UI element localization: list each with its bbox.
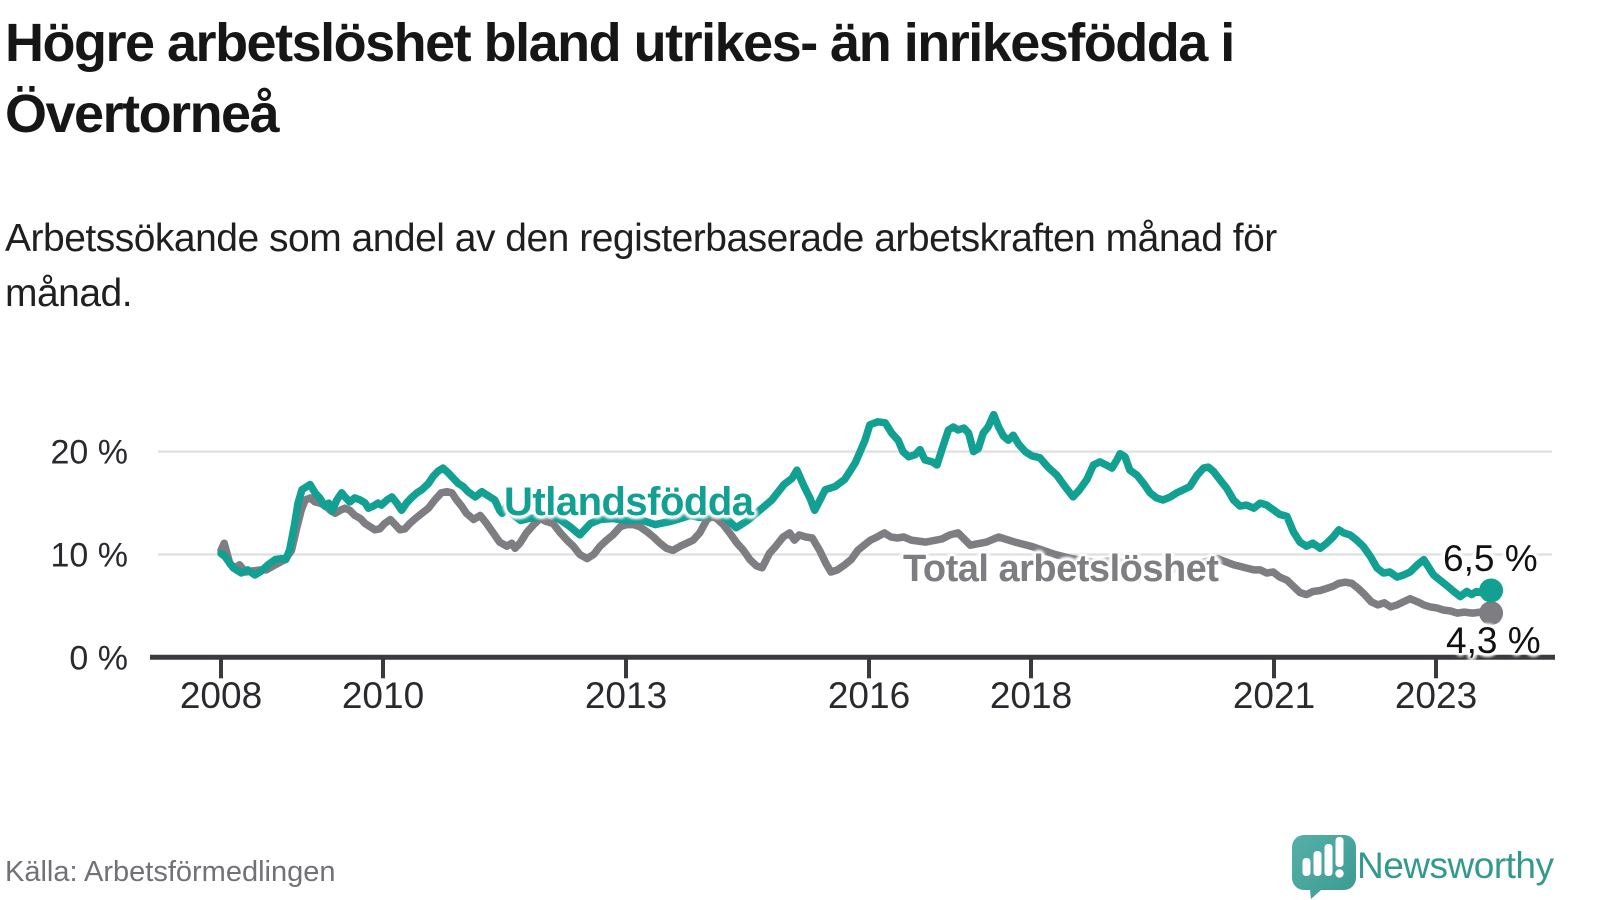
series-label-total-arbetsloshet: Total arbetslöshet [903,548,1219,590]
x-axis-label-2013: 2013 [585,675,667,716]
source-attribution: Källa: Arbetsförmedlingen [5,856,336,888]
series-label-utlandsfodda: Utlandsfödda [504,480,754,524]
x-axis-label-2010: 2010 [342,675,424,716]
chart-subtitle: Arbetssökande som andel av den registerb… [5,217,1277,315]
y-axis-label-20: 20 % [51,434,129,472]
page-title: Högre arbetslöshet bland utrikes- än inr… [5,13,1235,145]
series-line-total-arbetsl-shet [217,487,1495,617]
newsworthy-logo-icon [1290,833,1358,900]
y-axis-label-10: 10 % [51,536,129,574]
x-axis-label-2021: 2021 [1233,675,1315,716]
x-axis-label-2016: 2016 [828,675,910,716]
newsworthy-logo-text: Newsworthy [1357,845,1554,886]
x-axis-label-2008: 2008 [180,675,262,716]
end-dot-total-arbetsl-shet [1479,601,1504,626]
x-axis-label-2023: 2023 [1395,675,1477,716]
series-line-utlandsf-dda [217,410,1495,601]
y-axis-label-0: 0 % [69,639,128,677]
end-value-label-total: 4,3 % [1446,620,1541,661]
x-axis-label-2018: 2018 [990,675,1072,716]
end-dot-utlandsf-dda [1479,578,1504,603]
end-value-label-utlandsfodda: 6,5 % [1443,538,1538,579]
